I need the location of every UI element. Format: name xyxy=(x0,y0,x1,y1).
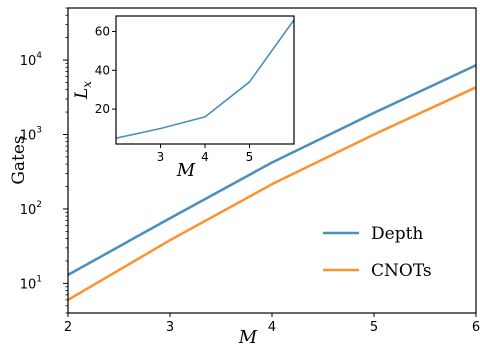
x-tick-label: 6 xyxy=(472,320,480,335)
x-tick-label: 5 xyxy=(370,320,378,335)
inset-y-axis-label: Lx xyxy=(72,81,94,100)
inset-y-axis-label-subscript: x xyxy=(80,81,94,88)
inset-x-ticks: 3 4 5 xyxy=(157,144,254,164)
main-y-axis-label: Gates xyxy=(9,135,29,184)
y-tick-label: 104 xyxy=(20,51,43,69)
inset-series-group xyxy=(115,19,295,139)
main-x-ticks: 2 3 4 5 6 xyxy=(64,313,480,335)
series-line-depth xyxy=(67,64,477,276)
inset-x-tick-label: 4 xyxy=(201,150,209,164)
x-tick-label: 4 xyxy=(268,320,276,335)
legend-label-cnots: CNOTs xyxy=(371,261,432,281)
main-series-group xyxy=(67,64,477,301)
inset-y-tick-label: 40 xyxy=(95,63,110,77)
inset-x-tick-label: 3 xyxy=(157,150,165,164)
inset-x-axis-label: M xyxy=(176,160,196,181)
legend: Depth CNOTs xyxy=(323,224,432,281)
x-tick-label: 3 xyxy=(166,320,174,335)
inset-series-line xyxy=(115,19,295,139)
inset-y-tick-label: 60 xyxy=(95,25,110,39)
inset-plot-area xyxy=(116,16,294,144)
inset-x-tick-label: 5 xyxy=(246,150,254,164)
legend-label-depth: Depth xyxy=(371,224,423,244)
y-tick-label: 103 xyxy=(20,125,42,143)
inset-y-axis-label-main: L xyxy=(72,88,92,100)
y-tick-label: 101 xyxy=(20,274,42,292)
inset-chart: 3 4 5 20 40 60 M Lx xyxy=(72,15,295,181)
x-tick-label: 2 xyxy=(64,320,72,335)
inset-y-ticks: 20 40 60 xyxy=(95,25,116,116)
main-y-ticks: 101 102 103 104 xyxy=(20,7,68,314)
y-tick-label: 102 xyxy=(20,200,42,218)
series-line-cnots xyxy=(67,86,477,301)
inset-y-tick-label: 20 xyxy=(95,102,110,116)
main-x-axis-label: M xyxy=(238,327,258,345)
